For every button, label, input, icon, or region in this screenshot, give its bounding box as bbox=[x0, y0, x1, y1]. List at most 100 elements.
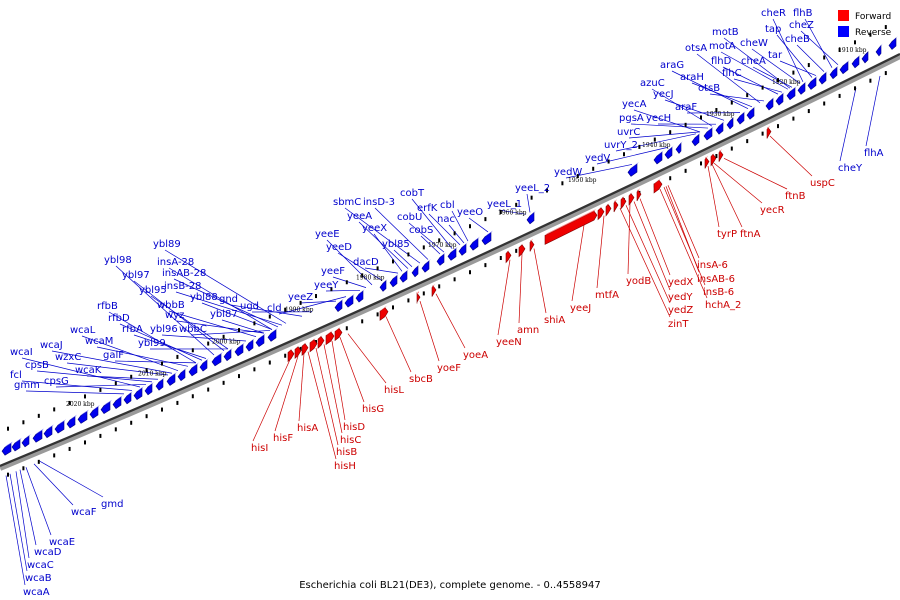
reverse-gene-arrow[interactable] bbox=[267, 329, 277, 342]
gene-label-insd-3[interactable]: insD-3 bbox=[363, 197, 395, 208]
gene-label-wbbc[interactable]: wbbC bbox=[179, 324, 207, 335]
gene-label-ybl97[interactable]: ybl97 bbox=[122, 270, 150, 281]
gene-label-flhd[interactable]: flhD bbox=[711, 56, 732, 67]
reverse-gene-arrow[interactable] bbox=[144, 383, 153, 396]
gene-label-hisb[interactable]: hisB bbox=[336, 447, 357, 458]
forward-gene-arrow[interactable] bbox=[628, 192, 635, 206]
gene-label-ybl99[interactable]: ybl99 bbox=[138, 338, 166, 349]
forward-gene-arrow[interactable] bbox=[309, 339, 318, 353]
gene-label-yeen[interactable]: yeeN bbox=[496, 337, 522, 348]
reverse-gene-arrow[interactable] bbox=[526, 211, 535, 225]
forward-gene-arrow[interactable] bbox=[636, 189, 642, 202]
gene-label-wcaa[interactable]: wcaA bbox=[23, 587, 50, 598]
reverse-gene-arrow[interactable] bbox=[447, 248, 457, 261]
gene-label-gnd[interactable]: gnd bbox=[219, 294, 238, 305]
reverse-gene-arrow[interactable] bbox=[839, 61, 849, 75]
reverse-gene-arrow[interactable] bbox=[875, 44, 882, 57]
reverse-gene-arrow[interactable] bbox=[653, 151, 663, 165]
gene-label-hisi[interactable]: hisI bbox=[251, 443, 268, 454]
forward-gene-arrow[interactable] bbox=[613, 200, 619, 213]
forward-gene-arrow[interactable] bbox=[505, 250, 512, 264]
forward-gene-arrow[interactable] bbox=[766, 126, 772, 139]
gene-label-hisd[interactable]: hisD bbox=[343, 422, 365, 433]
reverse-gene-arrow[interactable] bbox=[675, 142, 682, 154]
forward-gene-arrow[interactable] bbox=[529, 240, 535, 252]
reverse-gene-arrow[interactable] bbox=[458, 243, 467, 256]
gene-label-ybl87[interactable]: ybl87 bbox=[210, 309, 238, 320]
gene-label-wcaf[interactable]: wcaF bbox=[71, 507, 97, 518]
reverse-gene-arrow[interactable] bbox=[746, 107, 755, 120]
gene-label-dacd[interactable]: dacD bbox=[353, 257, 379, 268]
reverse-gene-arrow[interactable] bbox=[234, 343, 244, 357]
gene-label-wcac[interactable]: wcaC bbox=[27, 560, 54, 571]
gene-label-pgsa[interactable]: pgsA bbox=[619, 113, 644, 124]
gene-label-wcam[interactable]: wcaM bbox=[85, 336, 113, 347]
gene-label-hisa[interactable]: hisA bbox=[297, 423, 318, 434]
gene-label-wcak[interactable]: wcaK bbox=[75, 365, 102, 376]
gene-label-fcl[interactable]: fcl bbox=[10, 370, 22, 381]
reverse-gene-arrow[interactable] bbox=[188, 363, 198, 377]
gene-label-ftnb[interactable]: ftnB bbox=[785, 191, 806, 202]
reverse-gene-arrow[interactable] bbox=[726, 117, 734, 130]
reverse-gene-arrow[interactable] bbox=[334, 299, 343, 312]
reverse-gene-arrow[interactable] bbox=[389, 274, 398, 288]
gene-label-sbmc[interactable]: sbmC bbox=[333, 197, 361, 208]
reverse-gene-arrow[interactable] bbox=[469, 237, 479, 251]
gene-label-cobs[interactable]: cobS bbox=[409, 225, 433, 236]
forward-gene-arrow[interactable] bbox=[605, 203, 612, 217]
reverse-gene-arrow[interactable] bbox=[481, 231, 492, 246]
gene-label-rfbb[interactable]: rfbB bbox=[97, 301, 118, 312]
reverse-gene-arrow[interactable] bbox=[818, 71, 827, 85]
reverse-gene-arrow[interactable] bbox=[807, 76, 817, 90]
reverse-gene-arrow[interactable] bbox=[133, 387, 143, 400]
gene-label-otsa[interactable]: otsA bbox=[685, 43, 707, 54]
reverse-gene-arrow[interactable] bbox=[32, 429, 43, 443]
gene-label-wyz[interactable]: wyz bbox=[165, 310, 184, 321]
reverse-gene-arrow[interactable] bbox=[691, 133, 700, 147]
gene-label-wcal[interactable]: wcaL bbox=[70, 325, 96, 336]
gene-label-tyrp[interactable]: tyrP bbox=[717, 229, 737, 240]
forward-gene-arrow[interactable] bbox=[597, 207, 605, 221]
reverse-gene-arrow[interactable] bbox=[123, 392, 132, 405]
gene-label-yoef[interactable]: yoeF bbox=[437, 363, 461, 374]
gene-label-hisf[interactable]: hisF bbox=[273, 433, 293, 444]
reverse-gene-arrow[interactable] bbox=[66, 416, 76, 429]
gene-label-araf[interactable]: araF bbox=[675, 102, 697, 113]
reverse-gene-arrow[interactable] bbox=[715, 122, 724, 135]
gene-label-yedv[interactable]: yedV bbox=[585, 153, 610, 164]
gene-label-chez[interactable]: cheZ bbox=[789, 20, 814, 31]
reverse-gene-arrow[interactable] bbox=[21, 435, 30, 448]
reverse-gene-arrow[interactable] bbox=[851, 55, 860, 69]
reverse-gene-arrow[interactable] bbox=[775, 93, 784, 106]
gene-label-tar[interactable]: tar bbox=[768, 50, 783, 61]
gene-label-chea[interactable]: cheA bbox=[741, 56, 766, 67]
gene-label-cbl[interactable]: cbl bbox=[440, 200, 455, 211]
reverse-gene-arrow[interactable] bbox=[112, 396, 122, 409]
reverse-gene-arrow[interactable] bbox=[344, 294, 354, 308]
gene-label-ybl98[interactable]: ybl98 bbox=[104, 255, 132, 266]
gene-label-rfba[interactable]: rfbA bbox=[122, 324, 143, 335]
gene-label-chew[interactable]: cheW bbox=[740, 38, 768, 49]
gene-label-yeey[interactable]: yeeY bbox=[314, 280, 339, 291]
gene-label-yeej[interactable]: yeeJ bbox=[570, 303, 591, 314]
reverse-gene-arrow[interactable] bbox=[436, 253, 445, 266]
forward-gene-arrow[interactable] bbox=[379, 307, 389, 321]
gene-label-wzxc[interactable]: wzxC bbox=[55, 352, 81, 363]
reverse-gene-arrow[interactable] bbox=[77, 411, 88, 424]
gene-label-cher[interactable]: cheR bbox=[761, 8, 786, 19]
gene-label-yeef[interactable]: yeeF bbox=[321, 266, 345, 277]
reverse-gene-arrow[interactable] bbox=[89, 406, 99, 419]
reverse-gene-arrow[interactable] bbox=[100, 401, 111, 415]
gene-label-hcha-2[interactable]: hchA_2 bbox=[705, 300, 741, 311]
gene-label-yedx[interactable]: yedX bbox=[668, 277, 693, 288]
reverse-gene-arrow[interactable] bbox=[797, 82, 806, 95]
gene-label-flhc[interactable]: flhC bbox=[722, 68, 742, 79]
gene-label-yeel-2[interactable]: yeeL_2 bbox=[515, 183, 550, 194]
gene-label-hisl[interactable]: hisL bbox=[384, 385, 404, 396]
gene-label-ftna[interactable]: ftnA bbox=[740, 229, 761, 240]
reverse-gene-arrow[interactable] bbox=[223, 348, 232, 362]
gene-label-shia[interactable]: shiA bbox=[544, 315, 565, 326]
reverse-gene-arrow[interactable] bbox=[765, 97, 774, 111]
gene-label-cpsb[interactable]: cpsB bbox=[25, 360, 49, 371]
forward-gene-arrow[interactable] bbox=[287, 349, 295, 363]
